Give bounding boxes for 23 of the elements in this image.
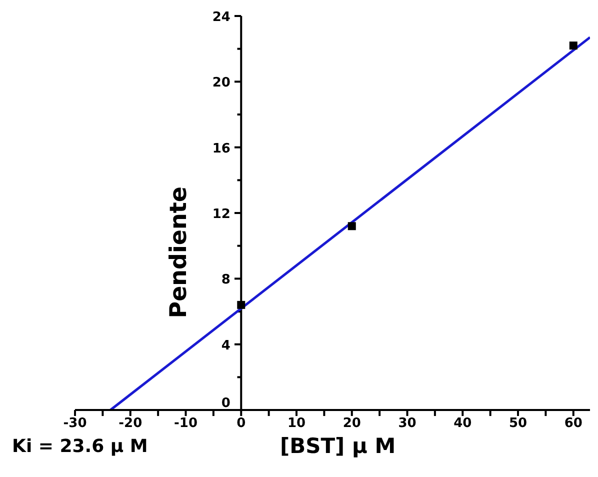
y-axis-title: Pendiente bbox=[166, 186, 192, 318]
x-tick-label: -20 bbox=[118, 416, 142, 432]
y-tick-label: 8 bbox=[221, 272, 230, 288]
x-tick-label: 50 bbox=[508, 416, 528, 432]
x-tick-label: -10 bbox=[174, 416, 198, 432]
point bbox=[569, 42, 578, 50]
point bbox=[348, 222, 356, 230]
y-tick-label: 12 bbox=[212, 207, 230, 222]
x-tick-label: 20 bbox=[342, 416, 361, 432]
y-tick-label: 0 bbox=[221, 396, 230, 411]
y-tick-label: 16 bbox=[212, 141, 230, 156]
x-tick-label: 30 bbox=[398, 416, 416, 432]
x-tick-label: 40 bbox=[454, 416, 472, 432]
y-tick-label: 20 bbox=[212, 76, 230, 91]
x-tick-label: 60 bbox=[564, 416, 582, 432]
y-tick-label: 4 bbox=[221, 338, 230, 354]
x-tick-label: -30 bbox=[63, 416, 87, 432]
x-axis-title: [BST] μ M bbox=[280, 434, 396, 458]
y-tick-label: 24 bbox=[212, 10, 230, 25]
x-tick-label: 0 bbox=[236, 416, 246, 432]
point bbox=[237, 300, 246, 309]
text: Ki = 23.6 μ M bbox=[12, 436, 148, 457]
x-tick-label: 10 bbox=[287, 416, 306, 432]
